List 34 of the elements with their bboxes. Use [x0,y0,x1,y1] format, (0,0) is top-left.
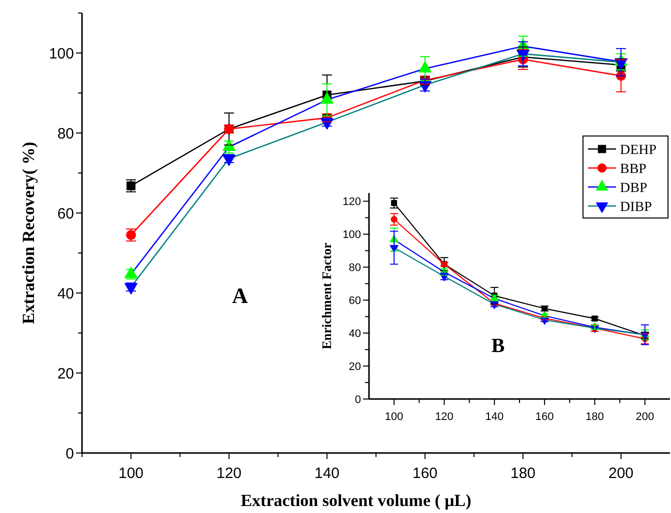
x-axis-title: Extraction solvent volume ( μL) [240,491,472,510]
y-tick-label: 0 [66,445,74,462]
y-tick-label: 100 [342,229,361,242]
y-tick-label: 40 [348,328,361,340]
y-tick-label: 20 [348,360,361,373]
x-tick-label: 100 [384,411,404,423]
x-tick-label: 160 [412,465,438,482]
y-tick-label: 120 [342,196,361,208]
x-tick-label: 180 [586,411,604,423]
y-tick-label: 60 [57,205,74,222]
x-tick-label: 140 [314,465,340,482]
x-tick-label: 160 [535,411,554,423]
y-tick-label: 100 [48,45,74,62]
y-tick-label: 80 [348,262,361,274]
x-tick-label: 180 [510,465,536,482]
y-tick-label: 20 [57,365,74,382]
legend-label: BBP [620,162,647,177]
legend-label: DIBP [620,200,652,215]
x-tick-label: 200 [636,411,654,423]
x-tick-label: 120 [435,411,454,423]
y-axis-title: Enrichment Factor [319,242,334,350]
y-tick-label: 40 [57,285,74,302]
y-tick-label: 80 [57,125,74,142]
y-tick-label: 60 [348,294,361,307]
x-tick-label: 200 [608,465,634,482]
legend-label: DEHP [620,142,657,158]
x-tick-label: 120 [216,465,242,482]
y-axis-title: Extraction Recovery( %) [19,142,38,324]
annotation: B [491,335,505,357]
legend-label: DBP [620,180,648,196]
annotation: A [232,283,248,308]
x-tick-label: 140 [485,411,504,423]
x-tick-label: 100 [118,465,144,482]
y-tick-label: 0 [354,394,361,406]
